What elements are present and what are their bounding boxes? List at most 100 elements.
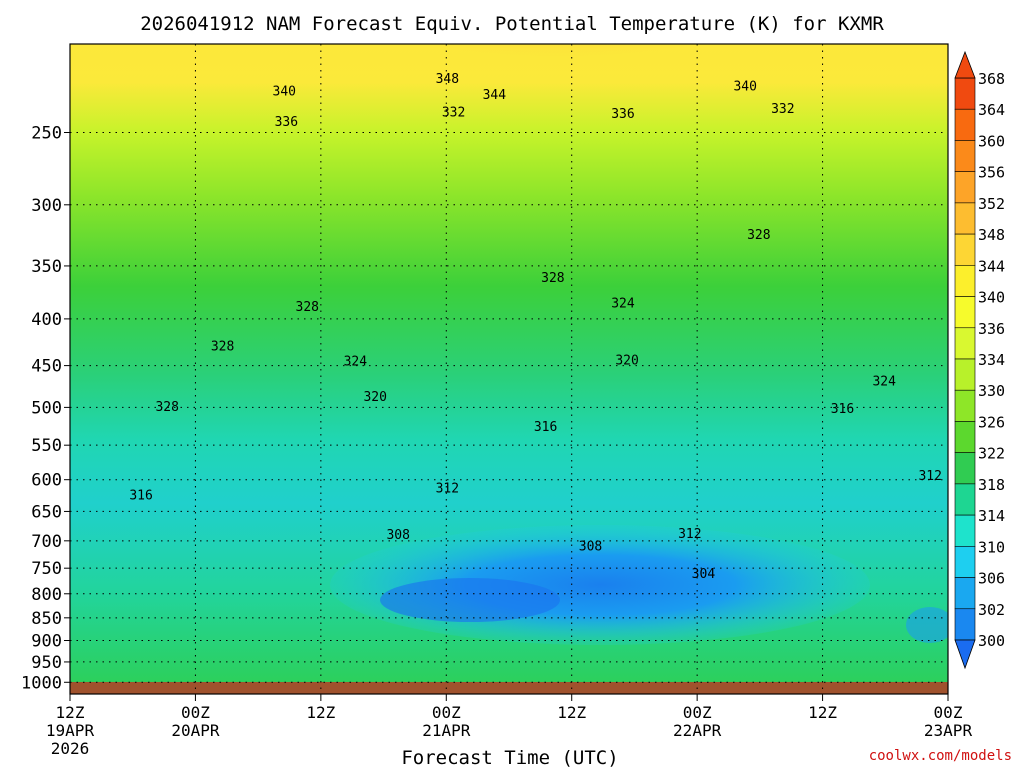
colorbar-swatch <box>954 421 976 453</box>
contour-label: 316 <box>534 420 557 435</box>
y-tick-label: 450 <box>31 357 62 377</box>
contour-label: 316 <box>129 489 152 504</box>
contour-label: 324 <box>611 297 635 312</box>
colorbar-swatch <box>954 171 976 204</box>
contour-label: 344 <box>483 88 507 103</box>
chart-title: 2026041912 NAM Forecast Equiv. Potential… <box>140 13 884 35</box>
colorbar-swatch <box>954 77 976 110</box>
contour-label: 328 <box>155 400 178 415</box>
colorbar: 368 364 360 356 352 348 344 340 336 334 330 326 322 3… <box>954 50 1005 670</box>
colorbar-swatch <box>954 389 976 422</box>
colorbar-label: 356 <box>978 164 1005 182</box>
colorbar-swatch <box>954 108 976 141</box>
x-tick-label: 12Z <box>808 703 837 722</box>
x-tick-label: 00Z <box>683 703 712 722</box>
y-tick-label: 400 <box>31 310 62 330</box>
colorbar-label: 336 <box>978 320 1005 338</box>
colorbar-label: 314 <box>978 507 1005 525</box>
x-tick-label: 22APR <box>673 721 722 740</box>
contour-label: 328 <box>747 228 770 243</box>
x-tick-label: 00Z <box>432 703 461 722</box>
colorbar-label: 368 <box>978 70 1005 88</box>
colorbar-label: 318 <box>978 476 1005 494</box>
contour-label: 320 <box>363 390 386 405</box>
contour-label: 336 <box>611 107 634 122</box>
colorbar-bottom-arrow <box>954 639 976 670</box>
credit-text: coolwx.com/models <box>869 748 1012 764</box>
colorbar-label: 322 <box>978 445 1005 463</box>
x-tick-label: 12Z <box>56 703 85 722</box>
y-tick-label: 250 <box>31 123 62 143</box>
contour-label: 324 <box>872 374 896 389</box>
x-tick-label: 12Z <box>306 703 335 722</box>
colorbar-swatch <box>954 452 976 485</box>
colorbar-label: 348 <box>978 226 1005 244</box>
contour-label: 332 <box>771 102 794 117</box>
contour-label: 320 <box>615 353 638 368</box>
contour-label: 332 <box>442 105 465 120</box>
colorbar-swatch <box>954 202 976 235</box>
contour-label: 328 <box>296 300 319 315</box>
colorbar-swatch <box>954 265 976 297</box>
contour-label: 328 <box>541 271 564 286</box>
contour-label: 312 <box>678 527 701 542</box>
y-tick-label: 1000 <box>21 673 62 693</box>
contour-label: 308 <box>386 528 409 543</box>
contour-label: 304 <box>692 567 716 582</box>
x-tick-label: 19APR <box>46 721 95 740</box>
contour-label: 308 <box>579 539 602 554</box>
colorbar-label: 352 <box>978 195 1005 213</box>
y-tick-label: 500 <box>31 398 62 418</box>
colorbar-label: 360 <box>978 132 1005 150</box>
y-axis-ticks: 2503003504004505005506006507007508008509… <box>21 123 70 693</box>
y-tick-label: 750 <box>31 559 62 579</box>
colorbar-swatch <box>954 608 976 641</box>
colorbar-label: 300 <box>978 632 1005 650</box>
y-tick-label: 850 <box>31 609 62 629</box>
y-tick-label: 350 <box>31 257 62 277</box>
colorbar-label: 306 <box>978 570 1005 588</box>
colorbar-swatch <box>954 296 976 329</box>
contour-label: 340 <box>273 85 296 100</box>
colorbar-swatch <box>954 358 976 391</box>
dry-air-band <box>906 607 948 643</box>
y-tick-label: 950 <box>31 653 62 673</box>
colorbar-label: 344 <box>978 257 1005 275</box>
colorbar-label: 310 <box>978 538 1005 556</box>
plot-frame <box>69 43 949 695</box>
colorbar-label: 302 <box>978 601 1005 619</box>
colorbar-swatch <box>954 546 976 578</box>
y-tick-label: 700 <box>31 532 62 552</box>
contour-label: 340 <box>733 79 756 94</box>
contour-label: 312 <box>436 482 459 497</box>
colorbar-label: 364 <box>978 101 1005 119</box>
contour-label: 328 <box>211 340 234 355</box>
ground-strip <box>70 682 948 694</box>
x-tick-label: 23APR <box>924 721 973 740</box>
colorbar-swatch <box>954 514 976 547</box>
contour-label: 336 <box>275 115 298 130</box>
colorbar-swatch <box>954 327 976 360</box>
y-tick-label: 650 <box>31 502 62 522</box>
x-tick-label: 00Z <box>934 703 963 722</box>
contour-label: 316 <box>831 402 854 417</box>
colorbar-label: 340 <box>978 289 1005 307</box>
y-tick-label: 600 <box>31 471 62 491</box>
contour-label: 348 <box>436 72 459 87</box>
high-theta-e-core <box>400 44 720 84</box>
x-axis-label: Forecast Time (UTC) <box>401 747 618 768</box>
colorbar-label: 334 <box>978 351 1005 369</box>
y-tick-label: 550 <box>31 436 62 456</box>
x-tick-label: 2026 <box>51 739 90 758</box>
colorbar-swatch <box>954 140 976 172</box>
colorbar-label: 330 <box>978 382 1005 400</box>
x-tick-label: 00Z <box>181 703 210 722</box>
y-tick-label: 300 <box>31 196 62 216</box>
y-tick-label: 900 <box>31 631 62 651</box>
low-theta-e-tongue <box>380 578 560 622</box>
colorbar-label: 326 <box>978 413 1005 431</box>
contour-labels: 348 344 340 340 336 336 332 332 328 328 328 328 328 3… <box>129 72 942 582</box>
colorbar-swatch <box>954 233 976 266</box>
